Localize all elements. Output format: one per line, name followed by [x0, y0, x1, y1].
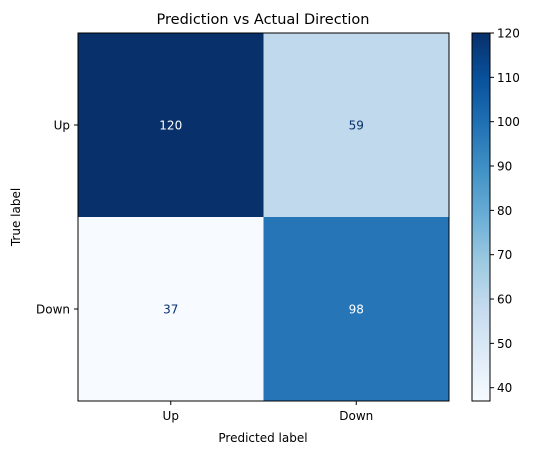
x-axis-ticks: Up Down: [163, 401, 373, 423]
y-axis-label: True label: [9, 188, 23, 247]
colorbar: [471, 32, 491, 402]
y-tick-label: Down: [36, 303, 70, 317]
y-tick-label: Up: [54, 119, 70, 133]
colorbar-tick-label: 40: [497, 381, 512, 395]
colorbar-tick-label: 120: [497, 27, 520, 41]
y-axis-ticks: Up Down: [36, 119, 78, 317]
cell-value-label: 98: [349, 303, 364, 317]
colorbar-tick-label: 110: [497, 71, 520, 85]
cell-value-label: 120: [159, 119, 182, 133]
x-axis-label: Predicted label: [218, 431, 307, 445]
colorbar-tick-label: 100: [497, 115, 520, 129]
colorbar-tick-label: 80: [497, 204, 512, 218]
x-tick-label: Down: [339, 409, 373, 423]
colorbar-tick-label: 50: [497, 337, 512, 351]
colorbar-ticks: 40 50 60 70 80 90 100 110 120: [490, 27, 520, 395]
heatmap-cells: 120 59 37 98: [78, 33, 449, 401]
colorbar-tick-label: 90: [497, 160, 512, 174]
x-tick-label: Up: [163, 409, 179, 423]
colorbar-tick-label: 70: [497, 248, 512, 262]
cell-value-label: 37: [163, 303, 178, 317]
colorbar-tick-label: 60: [497, 293, 512, 307]
heatmap-cell: [78, 217, 264, 401]
heatmap-cell: [263, 33, 449, 217]
heatmap-cell: [78, 33, 264, 217]
cell-value-label: 59: [349, 119, 364, 133]
heatmap-cell: [263, 217, 449, 401]
plot-frame: [77, 32, 450, 402]
chart-title: Prediction vs Actual Direction: [157, 12, 370, 28]
